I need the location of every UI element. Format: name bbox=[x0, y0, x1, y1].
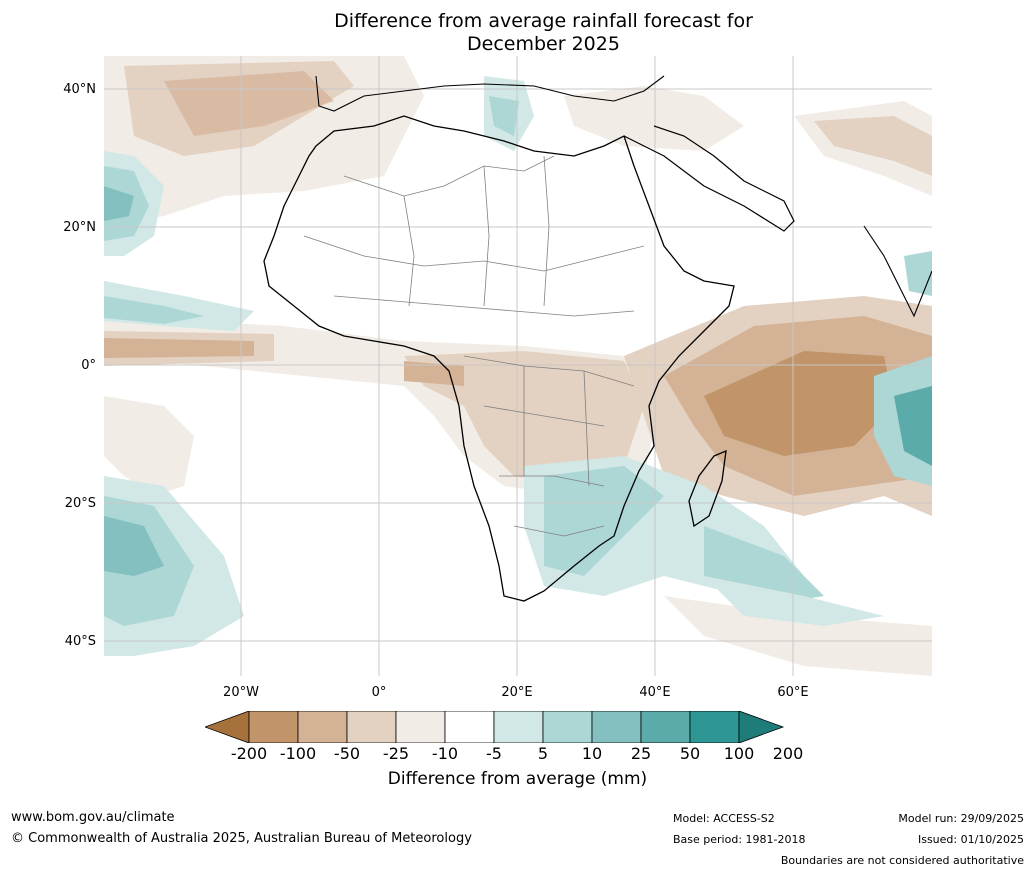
footer-website: www.bom.gov.au/climate bbox=[11, 810, 175, 825]
lat-label-0: 0° bbox=[36, 358, 96, 373]
colorbar-tick: 200 bbox=[763, 744, 813, 763]
lon-label-20w: 20°W bbox=[211, 685, 271, 700]
colorbar-tick: 100 bbox=[714, 744, 764, 763]
colorbar-tick: -10 bbox=[420, 744, 470, 763]
colorbar-tick: -25 bbox=[371, 744, 421, 763]
lat-label-20n: 20°N bbox=[36, 220, 96, 235]
colorbar-arrow-low bbox=[205, 711, 249, 743]
lat-label-40s: 40°S bbox=[36, 634, 96, 649]
colorbar-arrow-high bbox=[739, 711, 783, 743]
colorbar-tick: -200 bbox=[224, 744, 274, 763]
colorbar-tick: -100 bbox=[273, 744, 323, 763]
footer-base-period: Base period: 1981-2018 bbox=[673, 833, 805, 846]
lon-label-20e: 20°E bbox=[487, 685, 547, 700]
colorbar-cell bbox=[543, 711, 592, 743]
lon-label-0: 0° bbox=[349, 685, 409, 700]
map-title: Difference from average rainfall forecas… bbox=[0, 10, 1035, 56]
colorbar-cell bbox=[249, 711, 298, 743]
colorbar-tick: 50 bbox=[665, 744, 715, 763]
footer-disclaimer: Boundaries are not considered authoritat… bbox=[781, 854, 1024, 867]
colorbar-tick: 10 bbox=[567, 744, 617, 763]
colorbar-tick: -5 bbox=[469, 744, 519, 763]
map-svg bbox=[104, 56, 932, 676]
lon-label-60e: 60°E bbox=[763, 685, 823, 700]
colorbar-cell bbox=[445, 711, 494, 743]
footer-model: Model: ACCESS-S2 bbox=[673, 812, 775, 825]
footer-copyright: © Commonwealth of Australia 2025, Austra… bbox=[11, 831, 472, 846]
colorbar-tick: 5 bbox=[518, 744, 568, 763]
rainfall-anomaly-map bbox=[104, 56, 932, 676]
colorbar bbox=[205, 711, 830, 743]
footer-issued: Issued: 01/10/2025 bbox=[918, 833, 1024, 846]
colorbar-cell bbox=[592, 711, 641, 743]
colorbar-cell bbox=[396, 711, 445, 743]
title-line-2: December 2025 bbox=[0, 33, 1035, 56]
lon-label-40e: 40°E bbox=[625, 685, 685, 700]
colorbar-label: Difference from average (mm) bbox=[0, 769, 1035, 789]
colorbar-cell bbox=[641, 711, 690, 743]
colorbar-cell bbox=[347, 711, 396, 743]
title-line-1: Difference from average rainfall forecas… bbox=[0, 10, 1035, 33]
colorbar-tick: -50 bbox=[322, 744, 372, 763]
colorbar-tick: 25 bbox=[616, 744, 666, 763]
colorbar-cell bbox=[690, 711, 739, 743]
colorbar-cell bbox=[494, 711, 543, 743]
lat-label-20s: 20°S bbox=[36, 496, 96, 511]
lat-label-40n: 40°N bbox=[36, 82, 96, 97]
colorbar-cell bbox=[298, 711, 347, 743]
footer-model-run: Model run: 29/09/2025 bbox=[898, 812, 1024, 825]
